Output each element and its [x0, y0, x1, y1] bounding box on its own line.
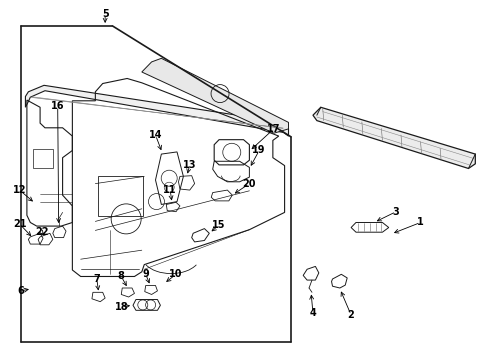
Polygon shape: [25, 85, 288, 136]
Text: 9: 9: [142, 269, 149, 279]
Text: 4: 4: [309, 308, 316, 318]
Text: 2: 2: [347, 310, 354, 320]
Text: 13: 13: [183, 160, 196, 170]
Text: 22: 22: [35, 227, 48, 237]
Text: 6: 6: [17, 286, 24, 296]
Text: 5: 5: [102, 9, 108, 19]
Text: 21: 21: [13, 219, 26, 229]
Bar: [33, 149, 53, 168]
Text: 19: 19: [252, 145, 265, 156]
Text: 10: 10: [169, 269, 183, 279]
Text: 7: 7: [93, 274, 100, 284]
Text: 16: 16: [51, 101, 64, 111]
Bar: [98, 176, 142, 216]
Text: 3: 3: [392, 207, 399, 217]
Text: 14: 14: [148, 130, 162, 140]
Text: 18: 18: [114, 302, 128, 312]
Polygon shape: [142, 58, 288, 133]
Text: 15: 15: [212, 220, 225, 230]
Text: 17: 17: [266, 124, 280, 134]
Text: 11: 11: [163, 185, 177, 195]
Text: 1: 1: [416, 217, 423, 228]
Text: 20: 20: [242, 179, 256, 189]
Text: 8: 8: [118, 271, 124, 282]
Text: 12: 12: [13, 185, 26, 195]
Polygon shape: [312, 107, 474, 168]
